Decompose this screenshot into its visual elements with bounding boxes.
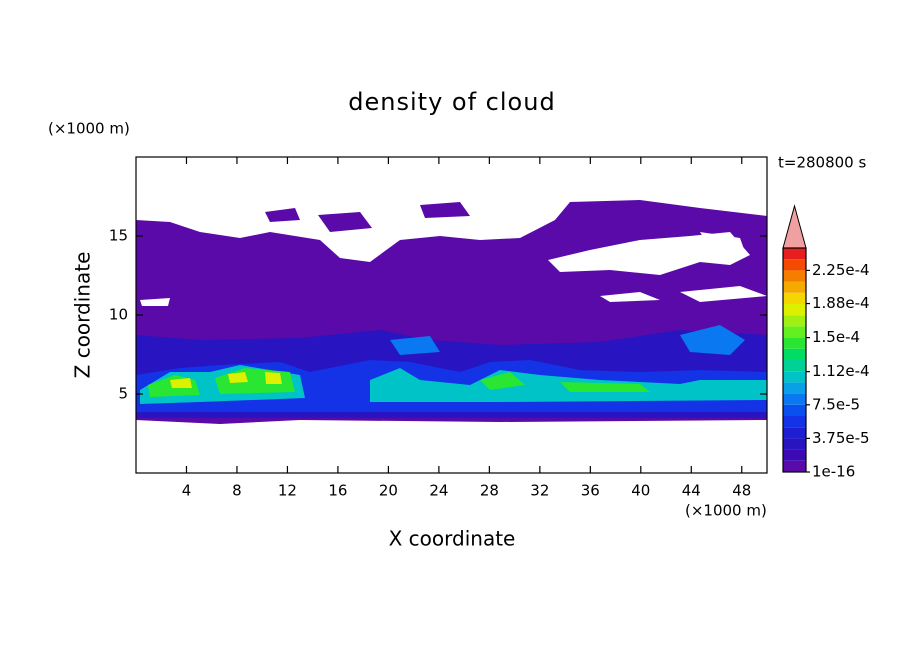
x-tick-label: 8 (232, 482, 242, 500)
x-tick-label: 32 (530, 482, 549, 500)
y-axis-label: Z coordinate (71, 252, 95, 379)
y-tick-label: 5 (118, 385, 128, 403)
x-tick-label: 48 (732, 482, 751, 500)
x-tick-label: 16 (328, 482, 347, 500)
colorbar-tick-label: 2.25e-4 (812, 261, 870, 279)
colorbar-band (783, 449, 806, 461)
colorbar-extend (782, 204, 807, 249)
colorbar-band (783, 371, 806, 383)
colorbar-tick-label: 1.12e-4 (812, 362, 870, 380)
x-axis-label: X coordinate (389, 527, 516, 551)
colorbar-band (783, 292, 806, 304)
x-unit: (×1000 m) (685, 502, 767, 520)
colorbar-band (783, 438, 806, 450)
x-tick-label: 44 (682, 482, 701, 500)
colorbar-band (783, 427, 806, 439)
colorbar-band (783, 304, 806, 316)
x-tick-label: 20 (379, 482, 398, 500)
colorbar-band (783, 360, 806, 372)
colorbar-band (783, 326, 806, 338)
y-tick-label: 10 (109, 306, 128, 324)
colorbar-band (783, 404, 806, 416)
colorbar-band (783, 259, 806, 271)
chart-title: density of cloud (348, 88, 555, 116)
colorbar-band (783, 315, 806, 327)
contour-region (390, 325, 745, 355)
colorbar-band (783, 460, 806, 472)
x-tick-label: 28 (480, 482, 499, 500)
colorbar-band (783, 348, 806, 360)
contour-field (136, 200, 767, 424)
colorbar-tick-label: 7.5e-5 (812, 395, 860, 413)
y-unit: (×1000 m) (48, 120, 130, 138)
colorbar-band (783, 281, 806, 293)
time-label: t=280800 s (778, 154, 866, 172)
x-tick-label: 40 (631, 482, 650, 500)
colorbar-tick-label: 3.75e-5 (812, 429, 870, 447)
contour-region (700, 232, 745, 255)
contour-region (265, 202, 470, 232)
y-tick-label: 15 (109, 227, 128, 245)
x-tick-label: 4 (182, 482, 192, 500)
contour-region (140, 286, 767, 306)
colorbar-band (783, 393, 806, 405)
contour-region (140, 365, 767, 404)
colorbar-tick-label: 1e-16 (812, 463, 855, 481)
x-tick-label: 12 (278, 482, 297, 500)
colorbar-band (783, 270, 806, 282)
colorbar-tick-label: 1.88e-4 (812, 294, 870, 312)
colorbar-band (783, 416, 806, 428)
colorbar-band (783, 382, 806, 394)
x-tick-label: 24 (429, 482, 448, 500)
x-tick-label: 36 (581, 482, 600, 500)
colorbar-band (783, 248, 806, 260)
contour-region (170, 372, 282, 388)
colorbar-tick-label: 1.5e-4 (812, 328, 860, 346)
colorbar-band (783, 337, 806, 349)
contour-region (548, 232, 750, 275)
colorbar-frame (782, 247, 807, 473)
